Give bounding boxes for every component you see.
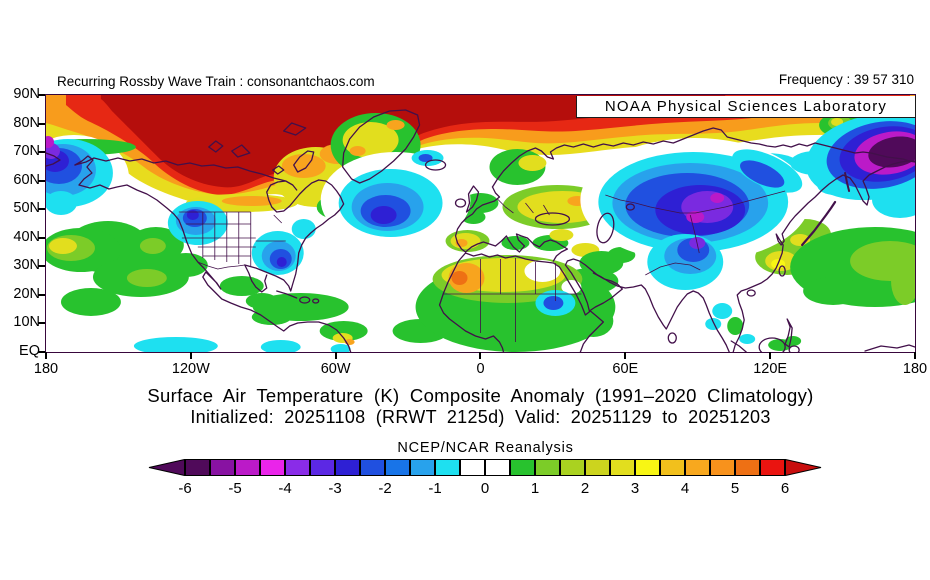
colorbar-cell (585, 459, 610, 476)
colorbar-cell (610, 459, 635, 476)
colorbar-cell (560, 459, 585, 476)
lon-tick-label: 180 (902, 361, 928, 377)
lon-tick-mark (189, 352, 192, 359)
colorbar-tick-label: -1 (428, 480, 442, 497)
colorbar-cell (685, 459, 710, 476)
colorbar-tick-label: -2 (378, 480, 392, 497)
colorbar-tick-label: -4 (278, 480, 292, 497)
lon-tick-mark (769, 352, 772, 359)
colorbar-left-arrow (148, 459, 185, 476)
colorbar-cell (760, 459, 785, 476)
lat-tick-label: 70N (13, 143, 40, 160)
colorbar-cell (485, 459, 510, 476)
colorbar-cell (360, 459, 385, 476)
country-borders (178, 190, 786, 342)
colorbar-cell (310, 459, 335, 476)
colorbar-cell (735, 459, 760, 476)
lat-tick-mark (38, 208, 45, 211)
lat-tick-label: 20N (13, 285, 40, 302)
lat-tick-label: 40N (13, 228, 40, 245)
lat-tick-mark (38, 94, 45, 96)
colorbar-cell (385, 459, 410, 476)
colorbar-cell (510, 459, 535, 476)
lon-tick-label: 120W (171, 361, 210, 377)
colorbar-tick-label: -3 (328, 480, 342, 497)
lat-tick-mark (38, 236, 45, 239)
lat-tick-label: EQ (19, 342, 40, 359)
colorbar-cell (710, 459, 735, 476)
lat-tick-label: 30N (13, 257, 40, 274)
lon-tick-label: 0 (476, 361, 485, 377)
lon-tick-mark (45, 352, 47, 359)
lat-tick-mark (38, 293, 45, 296)
colorbar-right-arrow-shape (785, 459, 822, 476)
noaa-psl-overlay-label: NOAA Physical Sciences Laboratory (576, 96, 916, 118)
lat-tick-mark (38, 322, 45, 325)
colorbar-tick-label: -5 (228, 480, 242, 497)
colorbar-cell (535, 459, 560, 476)
colorbar-right-arrow (785, 459, 822, 476)
colorbar-cell (335, 459, 360, 476)
lon-tick-label: 120E (753, 361, 788, 377)
lat-tick-mark (38, 122, 45, 125)
colorbar-tick-label: 6 (780, 480, 790, 497)
colorbar-tick-label: 4 (680, 480, 690, 497)
colorbar-cell (210, 459, 235, 476)
lon-tick-label: 60W (320, 361, 351, 377)
lat-tick-label: 60N (13, 171, 40, 188)
coastlines (46, 109, 915, 352)
colorbar-cell (460, 459, 485, 476)
lon-tick-label: 60E (612, 361, 639, 377)
lat-tick-mark (38, 265, 45, 268)
colorbar-tick-label: 2 (580, 480, 590, 497)
lon-tick-mark (479, 352, 482, 359)
lat-tick-label: 80N (13, 114, 40, 131)
colorbar-cell (285, 459, 310, 476)
lon-tick-mark (334, 352, 337, 359)
lat-tick-mark (38, 350, 45, 353)
frequency-text: Frequency : 39 57 310 (778, 72, 914, 87)
colorbar-left-arrow-shape (148, 459, 185, 476)
lat-tick-mark (38, 179, 45, 182)
colorbar-cell (660, 459, 685, 476)
lat-tick-label: 10N (13, 314, 40, 331)
lon-tick-mark (624, 352, 627, 359)
lat-tick-label: 50N (13, 200, 40, 217)
colorbar-cell (185, 459, 210, 476)
plot-subtitle: Initialized: 20251108 (RRWT 2125d) Valid… (190, 407, 771, 427)
lon-tick-mark (913, 352, 916, 359)
colorbar-cell (235, 459, 260, 476)
map-frame (45, 94, 916, 353)
dataset-label: NCEP/NCAR Reanalysis (397, 440, 574, 456)
colorbar-cell (435, 459, 460, 476)
anomaly-map-svg (46, 95, 915, 352)
colorbar-cells (185, 459, 785, 476)
colorbar-tick-label: 5 (730, 480, 740, 497)
colorbar-cell (260, 459, 285, 476)
colorbar: -6 -5 -4 -3 -2 -1 0 1 2 3 4 5 6 (148, 459, 822, 501)
lat-tick-mark (38, 151, 45, 154)
colorbar-cell (635, 459, 660, 476)
plot-title: Surface Air Temperature (K) Composite An… (147, 385, 814, 406)
lon-tick-label: 180 (33, 361, 59, 377)
colorbar-tick-label: -6 (178, 480, 192, 497)
colorbar-tick-label: 0 (480, 480, 490, 497)
colorbar-tick-label: 1 (530, 480, 540, 497)
colorbar-tick-label: 3 (630, 480, 640, 497)
lat-tick-label: 90N (13, 86, 40, 102)
colorbar-cell (410, 459, 435, 476)
header-left-text: Recurring Rossby Wave Train : consonantc… (57, 74, 375, 89)
